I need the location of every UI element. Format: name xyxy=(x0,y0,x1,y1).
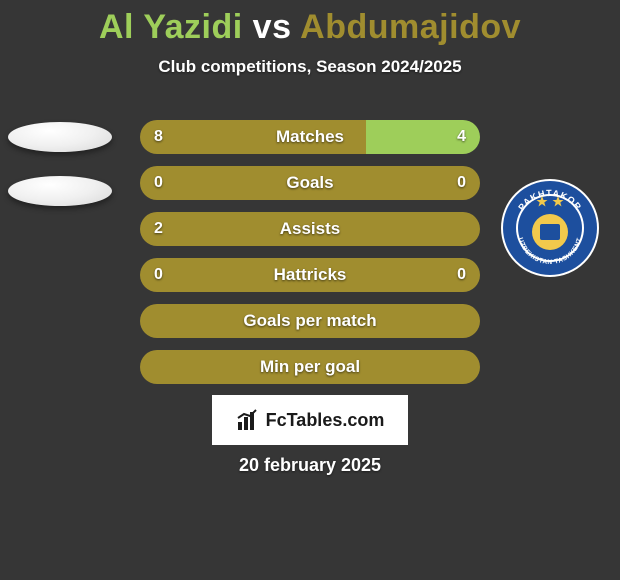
stat-row: Matches84 xyxy=(140,120,480,154)
date-text: 20 february 2025 xyxy=(0,455,620,476)
comparison-title: Al Yazidi vs Abdumajidov xyxy=(0,0,620,47)
player2-name: Abdumajidov xyxy=(300,8,521,46)
vs-text: vs xyxy=(253,8,292,46)
stat-bar-full xyxy=(140,304,480,338)
stat-bar-right xyxy=(366,120,480,154)
stat-bar-full xyxy=(140,212,480,246)
club-ellipse-left xyxy=(8,122,112,152)
stat-bar-full xyxy=(140,350,480,384)
brand-badge: FcTables.com xyxy=(212,395,408,445)
stat-bar-full xyxy=(140,258,480,292)
stat-row: Assists2 xyxy=(140,212,480,246)
stat-row: Min per goal xyxy=(140,350,480,384)
stat-row: Hattricks00 xyxy=(140,258,480,292)
subtitle: Club competitions, Season 2024/2025 xyxy=(0,57,620,77)
stat-bar-left xyxy=(140,120,366,154)
brand-text: FcTables.com xyxy=(266,410,385,431)
club-ellipse-left xyxy=(8,176,112,206)
stat-bar-full xyxy=(140,166,480,200)
chart-icon xyxy=(236,408,260,432)
stats-chart: Matches84 Goals00 Assists2 Hattricks00 Goals… xyxy=(140,120,480,396)
stat-row: Goals per match xyxy=(140,304,480,338)
club-badge-right: PAKHTAKOR UZBEKISTAN TASHKENT xyxy=(500,178,600,278)
stat-row: Goals00 xyxy=(140,166,480,200)
player1-name: Al Yazidi xyxy=(99,8,243,46)
